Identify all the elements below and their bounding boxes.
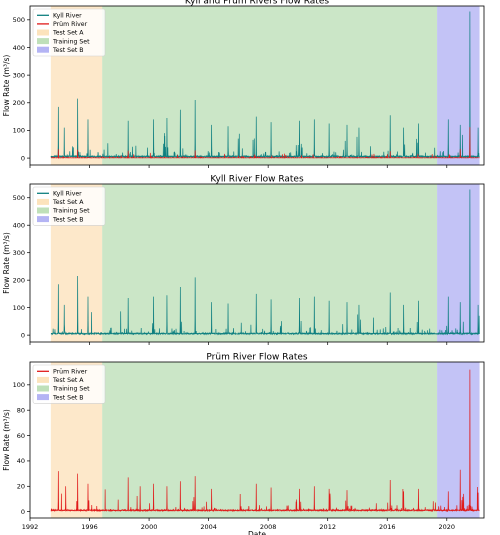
- y-tick-label: 0: [21, 508, 25, 516]
- legend-swatch-test-set-b: [37, 46, 49, 53]
- legend-swatch-test-set-b: [37, 394, 49, 401]
- legend-label-training-set: Training Set: [52, 208, 90, 215]
- plot-frame: [29, 183, 485, 343]
- legend-box: [32, 364, 106, 404]
- legend-label-test-set-b: Test Set B: [52, 47, 84, 54]
- legend-label-test-set-a: Test Set A: [52, 377, 84, 384]
- y-tick-label: 500: [13, 194, 25, 202]
- legend-box: [32, 8, 106, 57]
- x-tick-label: 2004: [200, 523, 217, 531]
- legend-label-test-set-b: Test Set B: [52, 394, 84, 401]
- legend-label-test-set-b: Test Set B: [52, 216, 84, 223]
- y-axis-label: Flow Rate (m³/s): [2, 55, 11, 117]
- series-line-kyll-river: [50, 189, 480, 336]
- y-tick-label: 300: [13, 71, 25, 79]
- band-test-set-b: [437, 362, 480, 518]
- shaded-regions: [50, 184, 480, 342]
- plot-frame: [29, 361, 485, 519]
- x-tick-label: 2012: [319, 523, 336, 531]
- legend-label-test-set-a: Test Set A: [52, 199, 84, 206]
- band-test-set-b: [437, 6, 480, 165]
- legend-box: [32, 186, 106, 226]
- x-tick-label: 2016: [379, 523, 396, 531]
- chart-title: Kyll and Prüm Rivers Flow Rates: [185, 0, 329, 7]
- legend-swatch-training-set: [37, 38, 49, 45]
- band-test-set-b: [437, 184, 480, 342]
- legend-label-kyll-river: Kyll River: [53, 191, 82, 198]
- y-tick-label: 20: [17, 483, 25, 491]
- x-tick-label: 2008: [260, 523, 277, 531]
- y-tick-label: 40: [17, 457, 25, 465]
- legend-label-training-set: Training Set: [52, 386, 90, 393]
- plot-frame: [29, 5, 485, 166]
- x-tick-label: 1996: [81, 523, 98, 531]
- band-training-set: [102, 184, 438, 342]
- y-tick-label: 100: [13, 127, 25, 135]
- band-training-set: [102, 6, 438, 165]
- y-tick-label: 100: [13, 381, 25, 389]
- legend-swatch-test-set-a: [37, 198, 49, 205]
- x-tick-label: 2020: [439, 523, 456, 531]
- legend-label-prum-river: Prüm River: [53, 21, 88, 28]
- x-axis-label: Date: [248, 530, 266, 535]
- chart-title: Kyll River Flow Rates: [210, 175, 304, 185]
- series-lines: [50, 11, 480, 159]
- y-tick-label: 300: [13, 249, 25, 257]
- series-line-prum-river: [50, 369, 480, 513]
- y-tick-label: 500: [13, 16, 25, 24]
- band-training-set: [102, 362, 438, 518]
- y-tick-label: 400: [13, 222, 25, 230]
- legend-swatch-test-set-b: [37, 216, 49, 223]
- chart-panel-1: 0 100 200 300 400 500 Kyll and Prüm Rivers Flo…: [2, 0, 485, 168]
- chart-panel-3: 0 20 40 60 80 100 1992 1996 2000 2004 2008 2012 2016…: [2, 353, 485, 535]
- y-tick-label: 0: [21, 154, 25, 162]
- y-axis-label: Flow Rate (m³/s): [2, 409, 11, 471]
- chart-panel-2: 0 100 200 300 400 500 Kyll River Flow Rates Flo…: [2, 175, 485, 345]
- legend-swatch-training-set: [37, 207, 49, 214]
- chart-title: Prüm River Flow Rates: [206, 353, 308, 363]
- legend-label-prum-river: Prüm River: [53, 369, 88, 376]
- legend-label-training-set: Training Set: [52, 38, 90, 45]
- legend-swatch-test-set-a: [37, 29, 49, 36]
- y-tick-label: 100: [13, 304, 25, 312]
- shaded-regions: [50, 6, 480, 165]
- series-line-prum-river: [50, 127, 480, 159]
- series-lines: [50, 189, 480, 336]
- y-tick-label: 80: [17, 406, 25, 414]
- y-tick-label: 400: [13, 44, 25, 52]
- shaded-regions: [50, 362, 480, 518]
- legend-swatch-training-set: [37, 385, 49, 392]
- x-tick-label: 2000: [141, 523, 158, 531]
- legend-label-test-set-a: Test Set A: [52, 30, 84, 37]
- legend-swatch-test-set-a: [37, 376, 49, 383]
- legend-label-kyll-river: Kyll River: [53, 13, 82, 20]
- x-tick-label: 1992: [22, 523, 39, 531]
- y-tick-label: 200: [13, 99, 25, 107]
- y-tick-label: 200: [13, 276, 25, 284]
- y-tick-label: 0: [21, 331, 25, 339]
- y-tick-label: 60: [17, 432, 25, 440]
- series-lines: [50, 369, 480, 513]
- y-axis-label: Flow Rate (m³/s): [2, 232, 11, 294]
- series-line-kyll-river: [50, 11, 480, 159]
